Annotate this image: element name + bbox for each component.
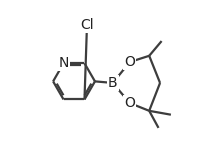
Text: O: O xyxy=(124,96,135,110)
Text: Cl: Cl xyxy=(80,18,94,32)
Text: B: B xyxy=(108,76,118,90)
Text: N: N xyxy=(58,56,69,70)
Text: O: O xyxy=(124,55,135,69)
